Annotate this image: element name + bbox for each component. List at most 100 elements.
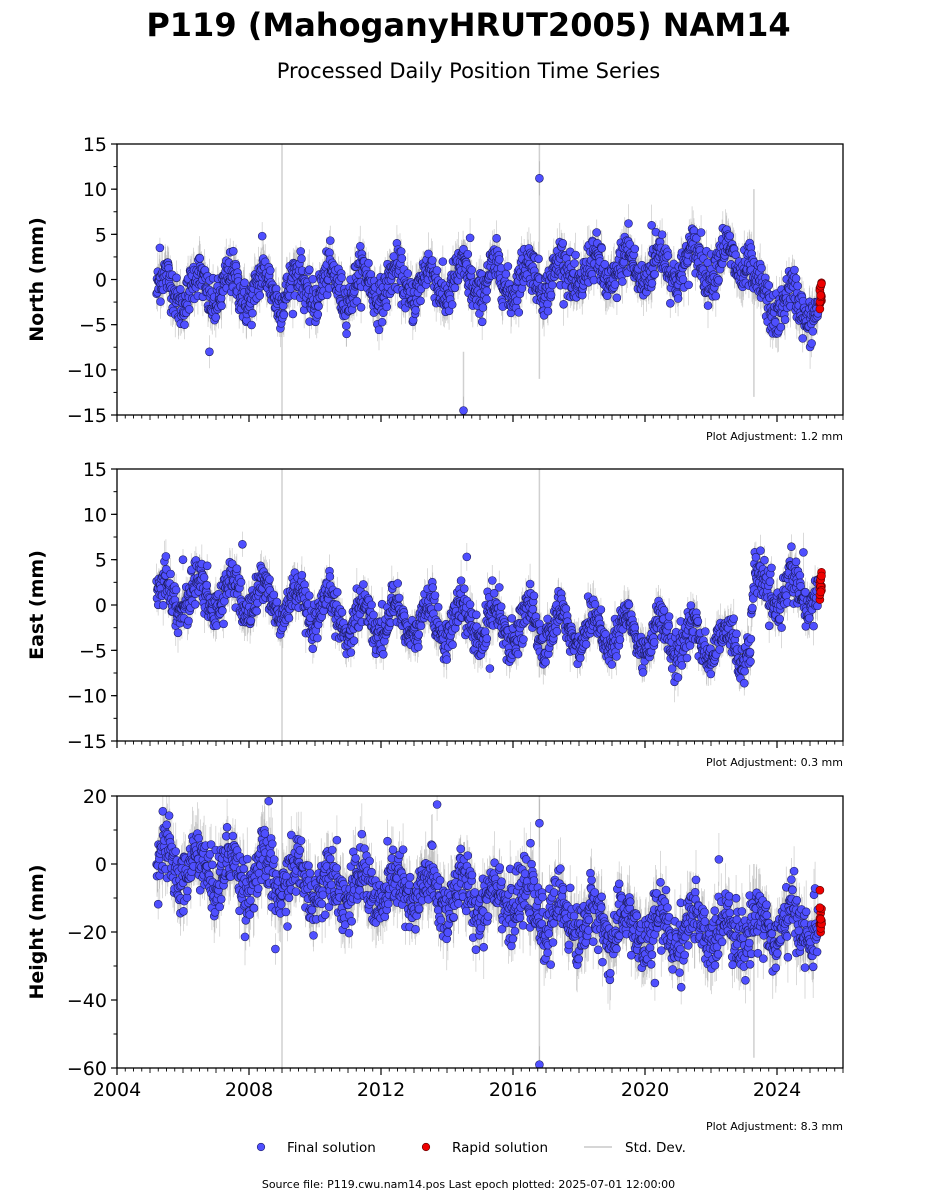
- figure-title: P119 (MahoganyHRUT2005) NAM14: [146, 6, 790, 44]
- north-final-point: [248, 308, 257, 318]
- north-final-point: [438, 257, 448, 266]
- north-final-point: [314, 301, 323, 311]
- north-final-point: [492, 234, 501, 243]
- north-final-point: [247, 320, 256, 330]
- north-final-point: [467, 265, 476, 275]
- north-final-point: [663, 251, 673, 260]
- north-final-point: [308, 274, 318, 284]
- north-final-point: [807, 339, 816, 348]
- north-ytick-label: −15: [67, 405, 107, 427]
- north-final-point: [382, 302, 392, 312]
- north-final-point: [503, 262, 513, 271]
- north-plot-area: [152, 144, 826, 415]
- north-final-point: [495, 255, 504, 264]
- north-panel: 15 10 5 0 −5 −10 −15 North (mm) Plot Adjustment:…: [26, 134, 844, 443]
- north-final-point: [428, 256, 437, 265]
- north-ytick-label: 5: [95, 224, 107, 246]
- north-final-point: [352, 296, 362, 306]
- north-rapid-point: [817, 279, 826, 289]
- north-final-point: [432, 266, 442, 275]
- north-final-point: [610, 280, 620, 289]
- north-final-point: [692, 233, 701, 243]
- north-final-point: [155, 243, 165, 253]
- figure-subtitle: Processed Daily Position Time Series: [277, 59, 661, 83]
- north-ytick-label: 10: [83, 179, 107, 201]
- north-final-point: [592, 228, 601, 237]
- north-final-point: [630, 244, 640, 254]
- north-final-point: [618, 277, 627, 286]
- north-final-point: [356, 242, 365, 251]
- north-final-point: [666, 299, 675, 308]
- north-final-point: [266, 266, 275, 275]
- north-final-point: [364, 258, 373, 268]
- north-final-point: [543, 306, 553, 316]
- north-final-point: [696, 228, 706, 237]
- north-final-point: [558, 239, 568, 248]
- north-final-point: [297, 254, 306, 263]
- north-final-point: [463, 249, 473, 259]
- north-plot-adjustment: Plot Adjustment: 1.2 mm: [706, 430, 843, 443]
- north-final-point: [764, 281, 774, 290]
- north-final-point: [501, 269, 511, 279]
- north-final-point: [416, 296, 425, 306]
- north-final-point: [296, 247, 305, 256]
- north-final-point: [450, 283, 460, 293]
- north-final-point: [791, 274, 801, 283]
- north-final-point: [180, 320, 189, 329]
- north-final-point: [548, 280, 557, 290]
- north-final-point: [482, 286, 492, 296]
- north-ylabel: North (mm): [26, 217, 48, 342]
- north-ytick-label: 0: [95, 270, 107, 292]
- north-final-point: [535, 174, 544, 183]
- north-final-point: [356, 303, 366, 312]
- north-final-point: [377, 317, 387, 327]
- north-final-point: [257, 231, 267, 241]
- north-final-point: [217, 301, 226, 311]
- north-final-point: [156, 297, 165, 306]
- north-final-point: [546, 290, 556, 300]
- north-final-point: [650, 269, 659, 279]
- north-final-point: [673, 294, 683, 303]
- north-final-point: [176, 285, 185, 294]
- north-final-point: [612, 293, 622, 303]
- north-final-point: [286, 284, 295, 293]
- north-final-point: [397, 254, 407, 263]
- east-plot-area: [152, 469, 826, 741]
- north-final-point: [211, 313, 221, 322]
- north-final-point: [313, 310, 323, 319]
- north-final-point: [771, 318, 780, 327]
- north-final-point: [229, 246, 238, 256]
- north-final-point: [534, 254, 543, 264]
- north-final-point: [647, 279, 657, 288]
- north-final-point: [305, 265, 314, 274]
- north-final-point: [798, 334, 807, 343]
- north-final-point: [337, 273, 346, 282]
- north-final-point: [703, 301, 713, 310]
- north-final-point: [288, 309, 298, 319]
- north-final-point: [447, 300, 457, 309]
- north-final-point: [731, 250, 740, 260]
- north-final-point: [684, 280, 693, 290]
- north-ytick-label: −10: [67, 360, 107, 382]
- north-final-point: [195, 254, 205, 263]
- north-final-point: [477, 317, 487, 327]
- north-final-point: [342, 321, 351, 330]
- north-final-point: [411, 305, 420, 315]
- north-final-point: [780, 315, 790, 324]
- north-final-point: [570, 259, 579, 268]
- north-ytick-label: 15: [83, 134, 107, 156]
- north-final-point: [725, 231, 735, 241]
- north-final-point: [711, 291, 721, 301]
- north-final-point: [776, 322, 786, 332]
- north-final-point: [255, 291, 265, 300]
- north-final-point: [808, 327, 818, 336]
- north-final-point: [559, 300, 568, 309]
- north-rapid-point: [816, 291, 825, 300]
- north-final-point: [647, 221, 656, 230]
- north-final-point: [597, 243, 606, 253]
- north-rapid-point: [815, 304, 825, 314]
- north-final-point: [459, 406, 468, 415]
- north-final-point: [757, 263, 766, 273]
